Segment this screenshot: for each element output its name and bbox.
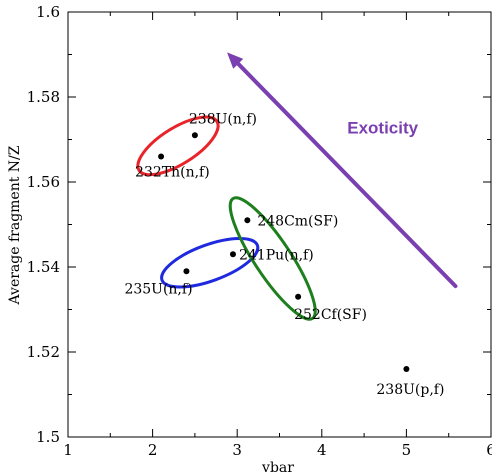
exoticity-arrow-shaft: [236, 61, 458, 289]
group-ellipse: [160, 236, 260, 289]
group-ellipse: [228, 196, 317, 321]
x-tick-label: 2: [148, 441, 158, 459]
data-point-label: 232Th(n,f): [135, 165, 210, 181]
y-tick-label: 1.58: [27, 88, 60, 106]
x-axis-title: vbar: [261, 460, 294, 476]
y-tick-label: 1.6: [36, 3, 60, 21]
data-point-label: 241Pu(n,f): [239, 247, 314, 263]
y-tick-label: 1.54: [27, 258, 60, 276]
exoticity-arrow-head: [227, 52, 244, 69]
data-point: [183, 268, 190, 275]
data-point: [403, 366, 410, 372]
x-tick-label: 5: [402, 441, 412, 459]
data-point-label: 238U(n,f): [189, 111, 257, 127]
data-point: [295, 293, 302, 300]
data-point-label: 235U(n,f): [124, 281, 192, 297]
y-axis-title: Average fragment N/Z: [7, 145, 23, 305]
x-tick-label: 6: [486, 441, 492, 459]
x-tick-label: 3: [232, 441, 242, 459]
data-point: [229, 251, 236, 258]
data-point-label: 248Cm(SF): [257, 213, 338, 229]
x-tick-label: 4: [317, 441, 327, 459]
group-ellipse: [136, 115, 220, 177]
data-point: [244, 217, 251, 224]
data-point-label: 252Cf(SF): [294, 307, 367, 323]
exoticity-label: Exoticity: [347, 118, 418, 137]
data-point: [158, 153, 165, 160]
x-tick-label: 1: [63, 441, 73, 459]
y-tick-label: 1.52: [27, 343, 60, 361]
y-tick-label: 1.56: [27, 173, 60, 191]
data-point: [191, 132, 198, 139]
y-tick-label: 1.5: [36, 428, 60, 446]
data-point-label: 238U(p,f): [376, 382, 444, 398]
